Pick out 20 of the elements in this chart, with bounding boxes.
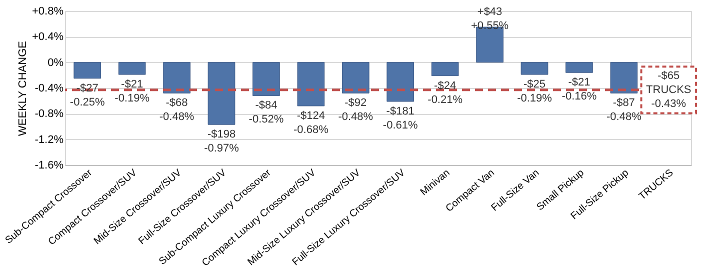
data-label: -$198 -0.97%	[204, 128, 240, 155]
y-tick-label: +0.4%	[32, 31, 64, 44]
data-label: -$21 -0.19%	[114, 78, 150, 105]
data-label: -$84 -0.52%	[248, 100, 284, 126]
y-tick-label: 0%	[48, 56, 64, 69]
y-axis-title: WEEKLY CHANGE	[17, 41, 30, 136]
y-tick-label: -1.2%	[34, 134, 64, 146]
annotation: -$65 TRUCKS -0.43%	[646, 70, 692, 110]
data-label: -$87 -0.48%	[606, 97, 642, 124]
data-label: -$92 -0.48%	[338, 97, 374, 124]
y-tick-label: -0.8%	[34, 108, 64, 120]
y-tick-label: -1.6%	[34, 160, 64, 172]
data-label: -$124 -0.68%	[294, 110, 329, 136]
data-label: -$27 -0.25%	[70, 82, 105, 108]
y-tick-label: +0.8%	[32, 6, 64, 18]
data-label: -$68 -0.48%	[159, 97, 194, 124]
data-label: -$21 -0.16%	[562, 76, 597, 103]
data-label: -$181 -0.61%	[382, 105, 418, 132]
data-label: -$25 -0.19%	[517, 78, 552, 105]
y-tick-label: -0.4%	[34, 82, 64, 94]
